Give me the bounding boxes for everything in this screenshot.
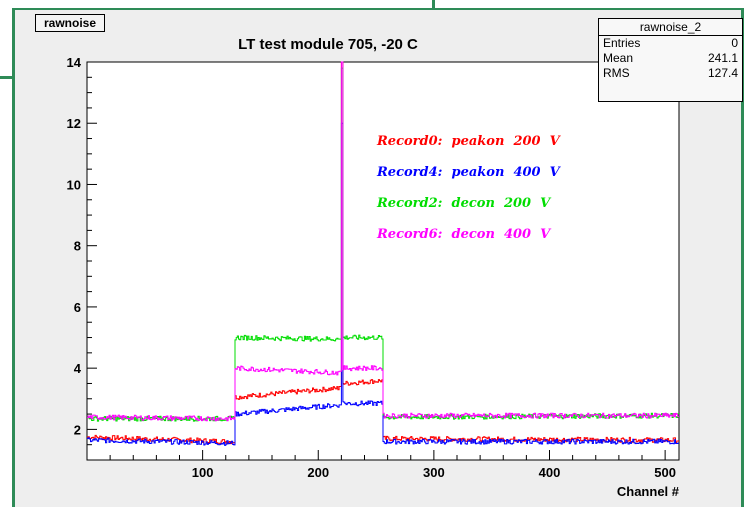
histogram-name-tag[interactable]: rawnoise	[35, 14, 106, 32]
frame-left	[12, 8, 15, 507]
legend-entry: Record0: peakon 200 V	[376, 134, 562, 149]
chart-svg: 2 4 6 8 10 12 14 100 200 300 400 500 Channel # Record…	[67, 55, 680, 499]
series-line	[87, 61, 679, 422]
legend-entry: Record2: decon 200 V	[376, 196, 552, 211]
y-tick-label: 10	[67, 177, 81, 192]
stats-label: Mean	[603, 51, 634, 65]
stats-title: rawnoise_2	[599, 19, 742, 36]
frame-right	[740, 8, 744, 507]
chart-title: LT test module 705, -20 C	[238, 36, 418, 53]
plot-canvas: rawnoise LT test module 705, -20 C 2 4 6 8 1…	[15, 10, 743, 507]
x-tick-label: 100	[192, 465, 214, 480]
stats-row-rms: RMS 127.4	[599, 66, 742, 81]
stats-box[interactable]: rawnoise_2 Entries 0 Mean 241.1 RMS 127.…	[598, 18, 743, 102]
stats-row-entries: Entries 0	[599, 36, 742, 51]
x-tick-label: 300	[423, 465, 445, 480]
x-axis-label: Channel #	[617, 484, 680, 499]
legend-entry: Record4: peakon 400 V	[376, 165, 562, 180]
x-tick-label: 200	[307, 465, 329, 480]
stats-label: Entries	[603, 36, 641, 50]
stats-value: 127.4	[707, 66, 738, 80]
series-line	[87, 61, 679, 445]
stats-value: 241.1	[707, 51, 738, 65]
stats-value: 0	[731, 36, 738, 50]
frame-corner-a	[0, 76, 14, 79]
legend-entry: Record6: decon 400 V	[376, 227, 552, 242]
x-tick-label: 400	[539, 465, 561, 480]
y-tick-label: 8	[74, 239, 81, 254]
y-tick-label: 6	[74, 300, 81, 315]
frame-top	[12, 8, 744, 11]
y-tick-label: 12	[67, 116, 81, 131]
x-tick-label: 500	[654, 465, 676, 480]
stats-row-mean: Mean 241.1	[599, 51, 742, 66]
frame-corner-b	[432, 0, 435, 10]
y-tick-label: 14	[67, 55, 82, 70]
y-tick-label: 2	[74, 422, 81, 437]
stats-label: RMS	[603, 66, 630, 80]
y-tick-label: 4	[74, 361, 82, 376]
series-line	[87, 122, 679, 446]
